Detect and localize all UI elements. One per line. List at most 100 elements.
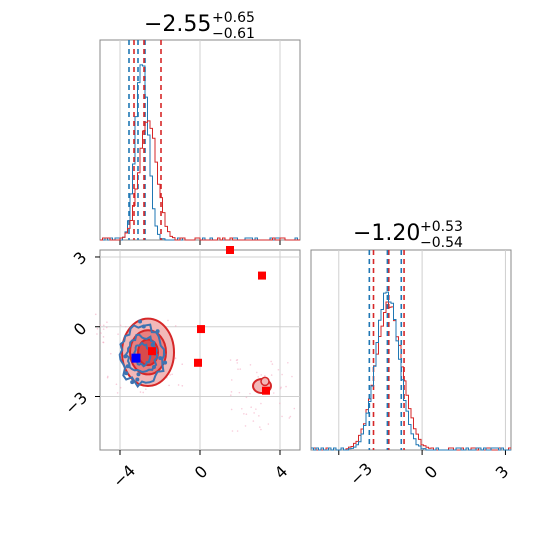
blue-contour	[118, 323, 166, 389]
scatter-point	[119, 324, 122, 327]
right-title-lower: −0.54	[420, 235, 463, 251]
right-marginal-panel	[310, 249, 512, 455]
scatter-point	[230, 391, 233, 393]
top-marginal-panel	[99, 39, 301, 245]
scatter-point	[139, 391, 142, 393]
blue-point	[141, 324, 146, 329]
scatter-point	[229, 359, 232, 361]
blue-point	[124, 371, 129, 376]
red-square-marker	[148, 347, 156, 356]
top-title-value: −2.55	[144, 12, 211, 37]
scatter-point	[255, 371, 258, 374]
scatter-point	[105, 326, 108, 329]
scatter-point	[119, 386, 122, 389]
scatter-point	[236, 362, 239, 364]
scatter-point	[100, 332, 102, 334]
top-title-lower: −0.61	[212, 26, 255, 42]
scatter-point	[249, 364, 252, 366]
scatter-point	[171, 373, 173, 376]
blue-point	[136, 372, 141, 377]
scatter-point	[253, 412, 255, 414]
scatter-point	[167, 319, 169, 322]
scatter-point	[237, 368, 239, 370]
scatter-point	[235, 359, 238, 362]
scatter-point	[102, 341, 104, 344]
scatter-point	[264, 375, 266, 377]
scatter-point	[168, 384, 170, 387]
scatter-point	[240, 407, 243, 410]
scatter-point	[102, 324, 105, 327]
right-x-tick-label: 0	[421, 462, 442, 483]
scatter-point	[281, 415, 283, 418]
scatter-point	[272, 392, 275, 394]
scatter-point	[270, 360, 272, 363]
scatter-point	[245, 396, 248, 399]
scatter-point	[229, 394, 232, 396]
scatter-point	[249, 392, 251, 395]
scatter-point	[231, 430, 234, 432]
joint-y-tick-label: −3	[61, 388, 91, 418]
scatter-point	[243, 413, 245, 415]
right-x-tick-label: −3	[346, 459, 376, 489]
blue-point	[150, 342, 155, 347]
scatter-point	[94, 313, 97, 316]
scatter-point	[116, 392, 119, 394]
scatter-point	[279, 387, 282, 390]
scatter-point	[230, 408, 233, 411]
scatter-point	[281, 373, 283, 376]
scatter-point	[96, 327, 99, 330]
red-island-contour	[260, 376, 270, 387]
scatter-point	[293, 407, 296, 410]
scatter-point	[288, 417, 291, 419]
scatter-point	[96, 333, 98, 335]
scatter-point	[285, 385, 287, 388]
scatter-point	[255, 408, 257, 410]
top-title-upper: +0.65	[212, 10, 255, 26]
blue-point	[135, 377, 140, 382]
right-marginal-title: −1.20 +0.53 −0.54	[353, 219, 463, 251]
right-title-value: −1.20	[353, 221, 420, 246]
scatter-point	[174, 325, 177, 327]
red-square-marker	[258, 271, 266, 280]
joint-y-tick-labels: 3 0 −3	[61, 248, 91, 418]
blue-point	[163, 360, 168, 365]
scatter-point	[291, 375, 293, 378]
scatter-point	[142, 391, 145, 394]
scatter-point	[107, 375, 109, 378]
right-title-upper: +0.53	[420, 219, 463, 235]
scatter-point	[277, 368, 280, 371]
scatter-point	[181, 384, 184, 387]
scatter-point	[106, 376, 109, 379]
scatter-point	[287, 361, 289, 364]
histogram-series	[100, 120, 300, 241]
scatter-point	[258, 426, 261, 428]
scatter-point	[117, 333, 119, 335]
scatter-point	[280, 386, 282, 389]
top-marginal-title: −2.55 +0.65 −0.61	[144, 10, 255, 42]
red-square-marker	[197, 325, 205, 334]
red-square-marker	[262, 386, 270, 395]
scatter-point	[230, 379, 233, 381]
right-x-tick-labels: −3 0 3	[346, 459, 512, 489]
scatter-point	[99, 324, 102, 327]
right-x-tick-label: 3	[492, 462, 513, 483]
red-square-marker	[194, 358, 202, 367]
scatter-point	[236, 430, 239, 432]
joint-x-tick-labels: −4 0 4	[109, 461, 291, 491]
scatter-point	[174, 357, 177, 360]
blue-square-marker	[131, 353, 141, 363]
scatter-point	[260, 374, 263, 376]
scatter-point	[270, 374, 273, 376]
scatter-point	[271, 363, 274, 365]
scatter-point	[260, 428, 262, 431]
scatter-point	[257, 376, 260, 378]
blue-point	[123, 354, 128, 359]
red-square-marker	[226, 246, 234, 254]
scatter-point	[260, 402, 262, 405]
joint-x-tick-label: 4	[271, 462, 292, 483]
right-marginal-frame	[310, 249, 512, 451]
scatter-point	[181, 363, 184, 366]
blue-point	[155, 329, 160, 334]
scatter-point	[102, 328, 105, 330]
scatter-point	[238, 391, 241, 394]
